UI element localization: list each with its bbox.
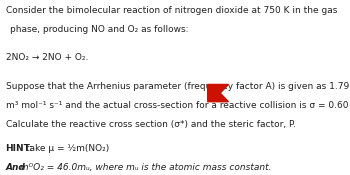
Polygon shape	[208, 85, 229, 102]
Text: m³ mol⁻¹ s⁻¹ and the actual cross-section for a reactive collision is σ = 0.60 n: m³ mol⁻¹ s⁻¹ and the actual cross-sectio…	[6, 101, 350, 110]
Text: mᴼO₂ = 46.0mᵤ, where mᵤ is the atomic mass constant.: mᴼO₂ = 46.0mᵤ, where mᵤ is the atomic ma…	[18, 163, 272, 172]
Text: Calculate the reactive cross section (σ*) and the steric factor, P.: Calculate the reactive cross section (σ*…	[6, 120, 295, 129]
Text: 2NO₂ → 2NO + O₂.: 2NO₂ → 2NO + O₂.	[6, 52, 88, 61]
Text: HINT:: HINT:	[6, 144, 34, 153]
Text: phase, producing NO and O₂ as follows:: phase, producing NO and O₂ as follows:	[10, 25, 189, 34]
Text: Suppose that the Arrhenius parameter (frequency factor A) is given as 1.79 x 10⁶: Suppose that the Arrhenius parameter (fr…	[6, 82, 350, 91]
Text: Consider the bimolecular reaction of nitrogen dioxide at 750 K in the gas: Consider the bimolecular reaction of nit…	[6, 6, 337, 15]
Text: take μ = ½m(NO₂): take μ = ½m(NO₂)	[23, 144, 110, 153]
Text: And: And	[6, 163, 26, 172]
